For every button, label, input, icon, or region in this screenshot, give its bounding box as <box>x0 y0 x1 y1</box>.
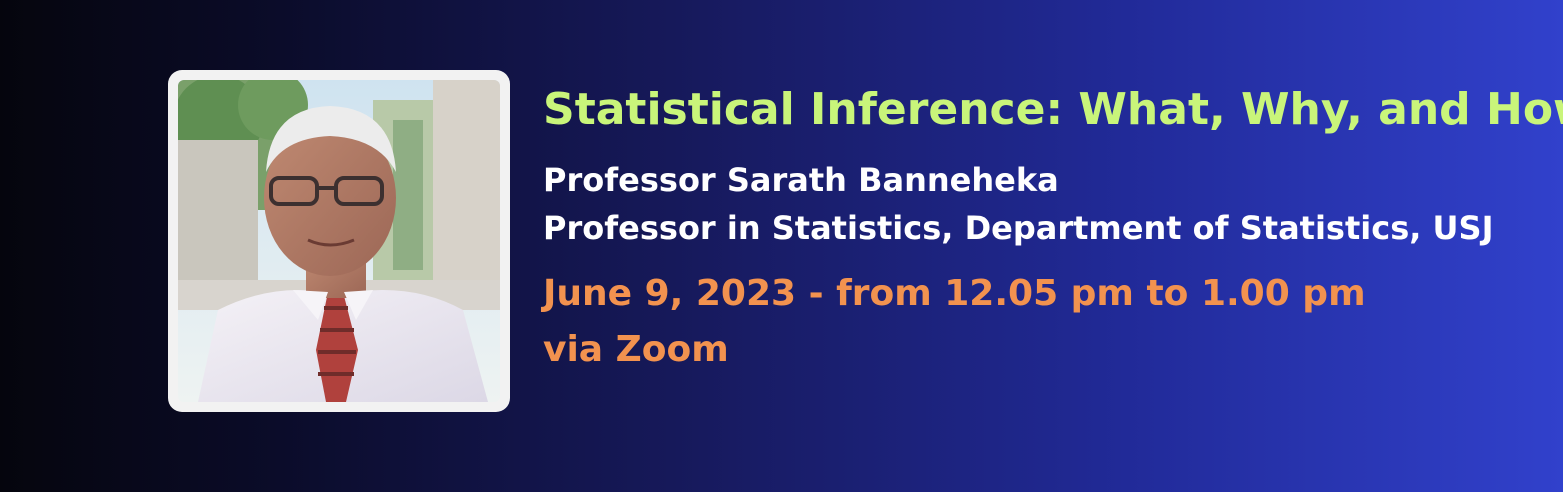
talk-info: Statistical Inference: What, Why, and Ho… <box>543 82 1563 378</box>
event-venue: via Zoom <box>543 329 729 370</box>
speaker-info: Professor Sarath Banneheka Professor in … <box>543 156 1543 252</box>
event-schedule: June 9, 2023 - from 12.05 pm to 1.00 pm <box>543 273 1366 314</box>
speaker-role: Professor in Statistics, Department of S… <box>543 209 1494 247</box>
speaker-photo-frame <box>168 70 510 412</box>
speaker-name: Professor Sarath Banneheka <box>543 161 1059 199</box>
event-details: June 9, 2023 - from 12.05 pm to 1.00 pm … <box>543 266 1543 378</box>
talk-title: Statistical Inference: What, Why, and Ho… <box>543 84 1563 135</box>
speaker-photo <box>178 80 500 402</box>
